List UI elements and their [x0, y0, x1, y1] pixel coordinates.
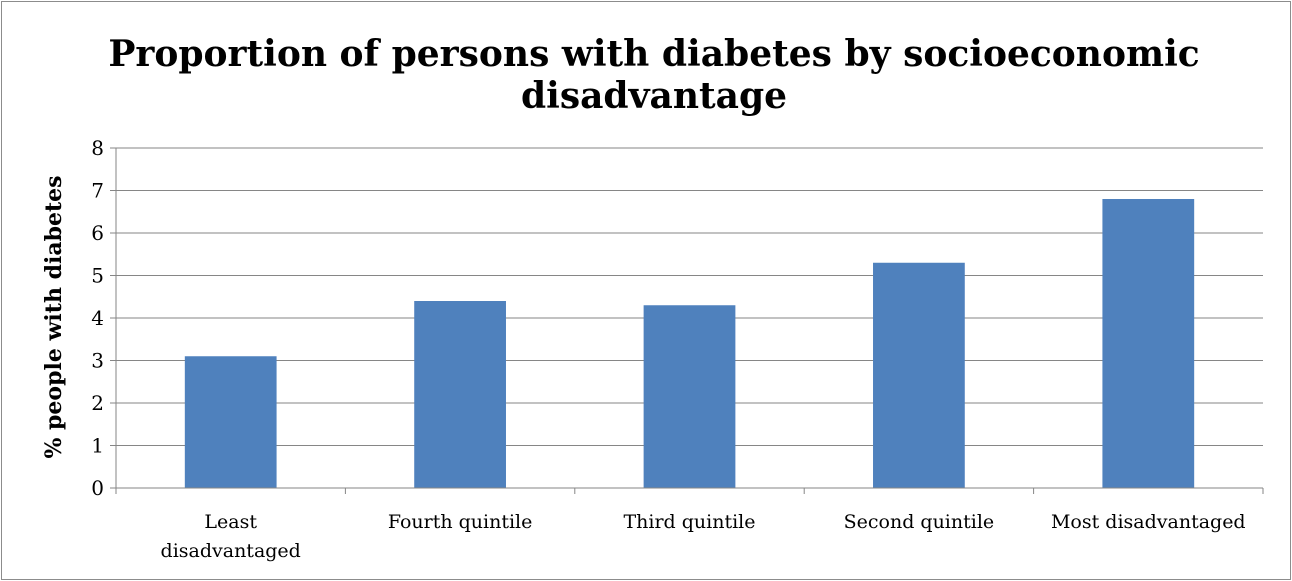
chart-title-line-1: Proportion of persons with diabetes by s… [108, 33, 1199, 75]
bars [184, 199, 1195, 488]
axes [110, 147, 1264, 494]
bar-second-quintile [873, 262, 965, 488]
y-tick-label: 5 [91, 264, 104, 288]
chart-title-line-2: disadvantage [521, 75, 787, 117]
bar-fourth-quintile [414, 301, 506, 488]
y-tick-label: 0 [91, 476, 104, 500]
x-category-label: Fourth quintile [388, 511, 533, 533]
bar-least-disadvantaged [184, 356, 277, 488]
y-tick-label: 6 [91, 221, 104, 245]
y-tick-label: 4 [91, 306, 104, 330]
bar-third-quintile [643, 305, 736, 488]
y-tick-label: 3 [91, 349, 104, 373]
x-category-label: Third quintile [623, 511, 755, 533]
x-category-label: Least [204, 511, 257, 533]
bar-most-disadvantaged [1102, 199, 1195, 488]
x-category-label: Most disadvantaged [1051, 511, 1246, 533]
x-category-label: disadvantaged [161, 540, 301, 562]
y-tick-label: 1 [91, 434, 104, 458]
x-category-label: Second quintile [844, 511, 995, 533]
axis-labels: 0 1 2 3 4 5 6 7 8 Least disadvantaged Fourth quinti… [91, 136, 1245, 562]
y-tick-label: 7 [91, 179, 104, 203]
y-tick-label: 8 [91, 136, 104, 160]
y-axis-label: % people with diabetes [41, 175, 67, 458]
y-tick-label: 2 [91, 391, 104, 415]
